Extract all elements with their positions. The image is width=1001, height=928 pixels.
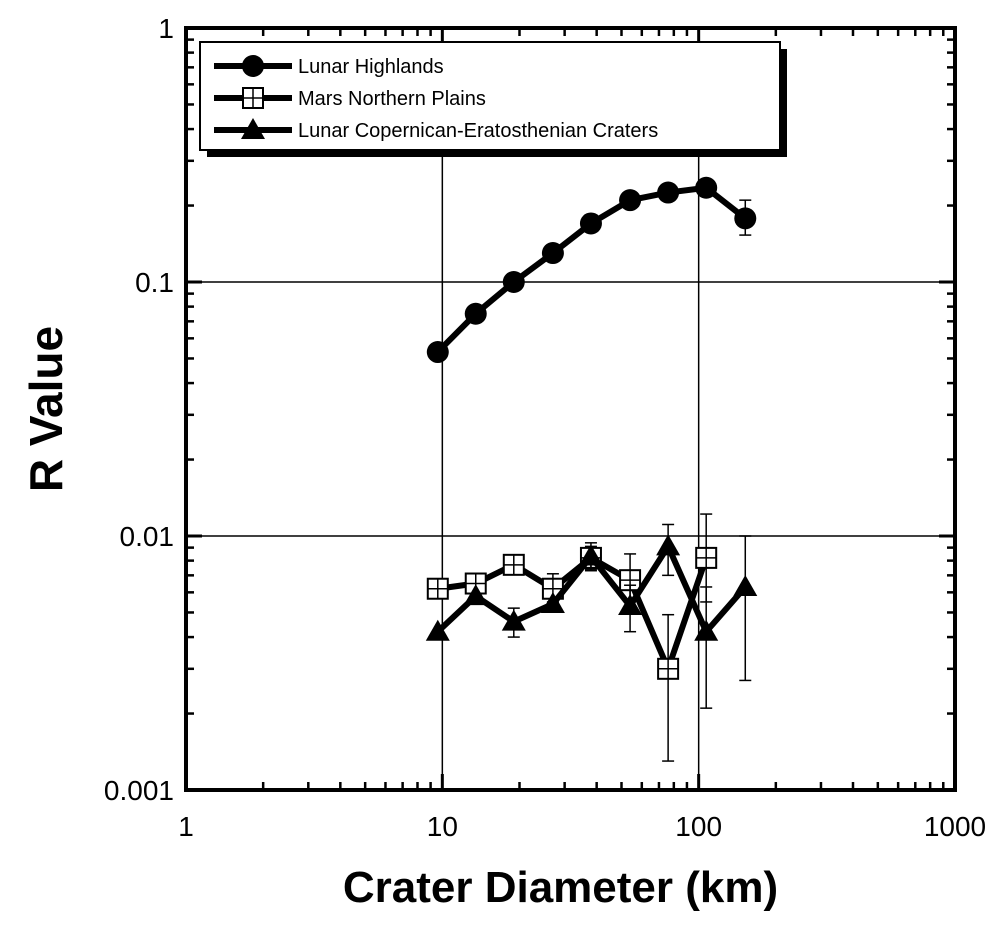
data-point (502, 553, 525, 576)
legend-entry-0: Lunar Highlands (214, 55, 444, 78)
data-point (426, 341, 449, 364)
series-0 (426, 176, 757, 364)
tick-labels: 1 10 100 1000 0.001 0.01 0.1 1 (104, 13, 986, 842)
y-tick-label: 0.01 (120, 521, 175, 552)
data-point (618, 594, 643, 616)
legend-items: Lunar Highlands Mars Northern Plains Lunar… (214, 55, 658, 142)
legend: Lunar Highlands Mars Northern Plains Lunar… (199, 41, 787, 157)
legend-label: Mars Northern Plains (298, 88, 486, 110)
data-point (579, 212, 602, 235)
data-point (694, 619, 719, 641)
data-point (734, 207, 757, 230)
legend-label: Lunar Highlands (298, 56, 444, 78)
data-point (619, 189, 642, 212)
data-point (695, 176, 718, 199)
data-point (657, 657, 680, 680)
legend-marker (242, 55, 264, 77)
data-point (463, 584, 488, 606)
data-point (425, 619, 450, 641)
x-axis-title: Crater Diameter (km) (343, 863, 778, 912)
x-tick-label: 100 (675, 811, 722, 842)
data-point (578, 544, 603, 566)
plot-frame (184, 26, 957, 792)
legend-entry-2: Lunar Copernican-Eratosthenian Craters (214, 118, 658, 142)
data-point (464, 302, 487, 325)
data-point (695, 546, 718, 569)
legend-marker (242, 87, 264, 109)
data-point (501, 609, 526, 631)
y-tick-label: 0.1 (135, 267, 174, 298)
legend-marker (241, 118, 265, 139)
legend-entry-1: Mars Northern Plains (214, 87, 486, 110)
data-point (656, 534, 681, 556)
y-axis-title: R Value (20, 326, 72, 492)
x-tick-label: 10 (427, 811, 458, 842)
y-tick-label: 0.001 (104, 775, 174, 806)
data-point (541, 242, 564, 265)
x-tick-label: 1 (178, 811, 194, 842)
legend-box (199, 41, 781, 151)
series-2 (425, 523, 758, 709)
data-point (657, 181, 680, 204)
data-series (425, 176, 758, 762)
x-tick-label: 1000 (924, 811, 986, 842)
y-tick-label: 1 (158, 13, 174, 44)
data-point (540, 591, 565, 613)
legend-label: Lunar Copernican-Eratosthenian Craters (298, 120, 658, 142)
data-point (502, 271, 525, 293)
data-point (733, 574, 758, 596)
data-point (426, 577, 449, 600)
